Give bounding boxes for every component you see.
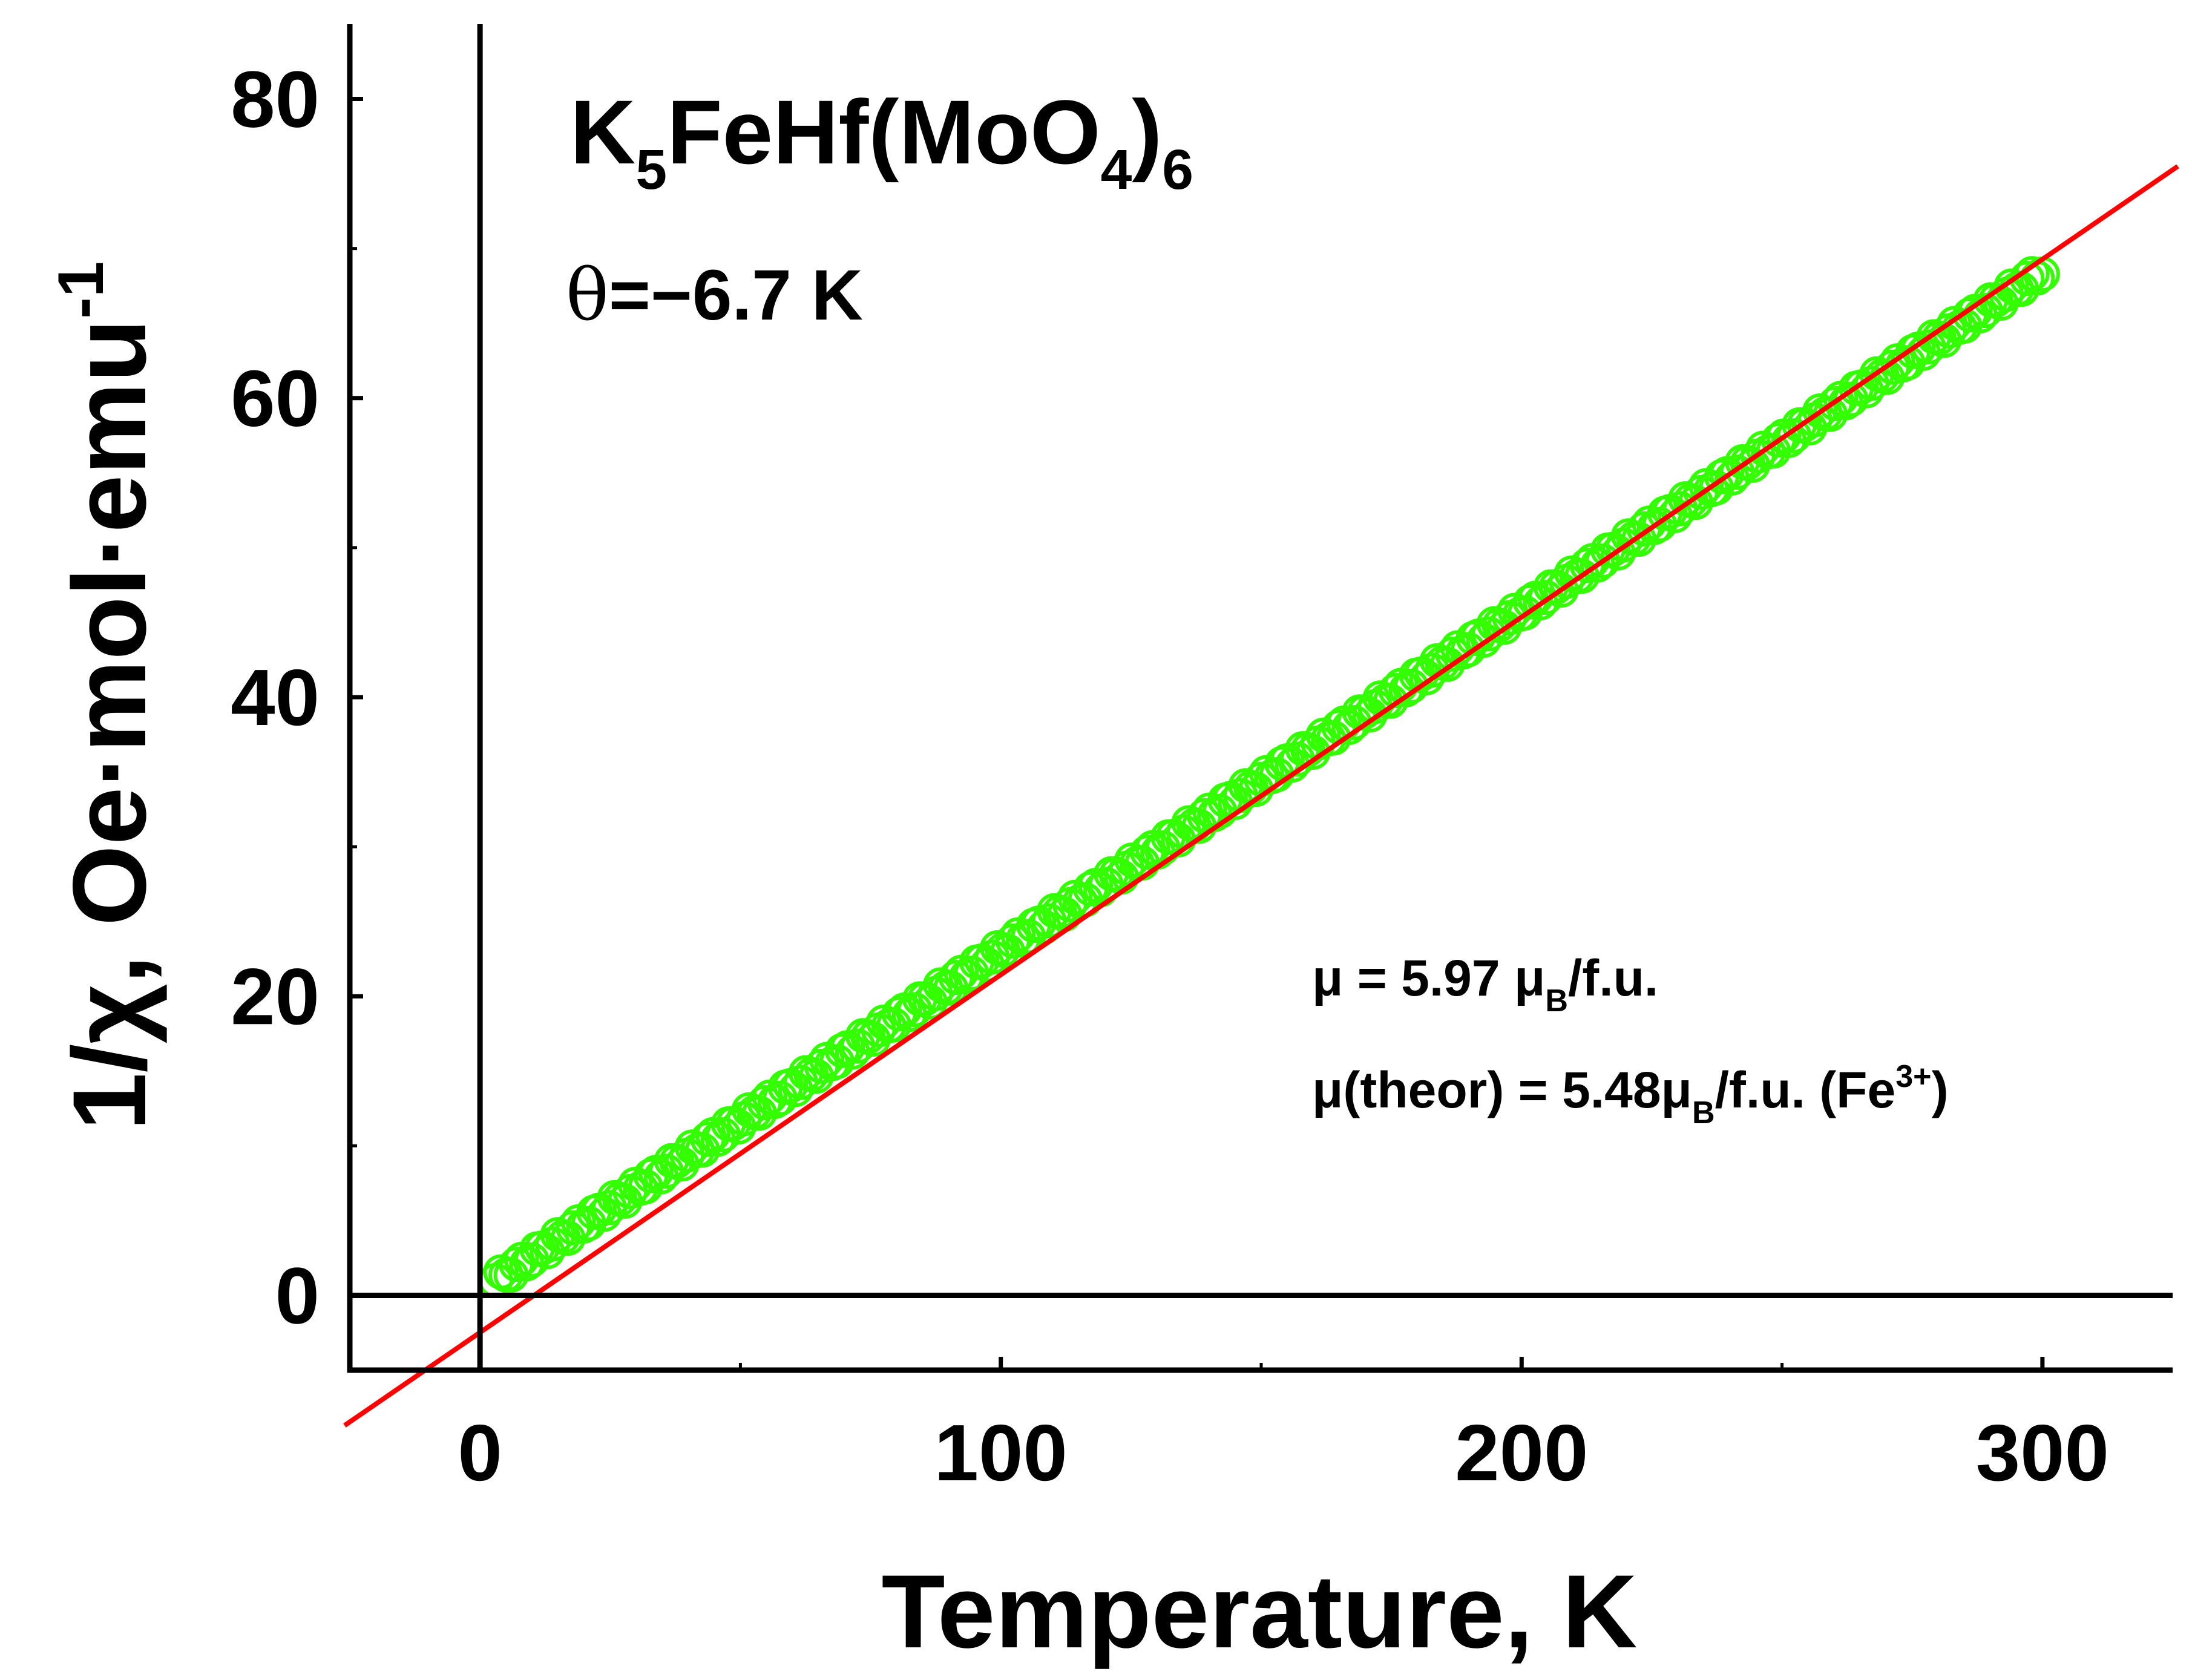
y-tick-label: 60 xyxy=(231,354,320,443)
x-tick-label: 200 xyxy=(1455,1408,1588,1497)
y-tick-label: 20 xyxy=(231,952,320,1041)
zero-lines xyxy=(350,24,2173,1370)
y-axis-title-main: 1/χ, Oe·mol·emu xyxy=(51,319,168,1130)
fit-line-layer xyxy=(343,164,2179,1428)
axis-ticks: 0 100 200 300 0 20 40 60 80 xyxy=(231,55,2109,1497)
data-points-layer xyxy=(477,256,2060,1298)
y-tick-label: 80 xyxy=(231,55,320,144)
theta-label: θ=−6.7 K xyxy=(566,253,863,336)
x-tick-label: 100 xyxy=(934,1408,1068,1497)
curie-weiss-fit-line xyxy=(343,164,2179,1428)
y-axis-title: 1/χ, Oe·mol·emu-1 xyxy=(44,261,168,1130)
moment-label: μ = 5.97 μB/f.u. xyxy=(1312,950,1658,1019)
y-axis-title-exponent: -1 xyxy=(44,261,117,319)
y-tick-label: 0 xyxy=(275,1251,320,1340)
data-point xyxy=(2014,256,2050,292)
x-axis-title: Temperature, K xyxy=(882,1554,1638,1670)
y-tick-label: 40 xyxy=(231,653,320,742)
x-tick-label: 300 xyxy=(1976,1408,2109,1497)
x-tick-label: 0 xyxy=(458,1408,502,1497)
compound-label: K5FeHf(MoO4)6 xyxy=(570,81,1193,201)
theoretical-moment-label: μ(theor) = 5.48μB/f.u. (Fe3+) xyxy=(1312,1059,1949,1130)
